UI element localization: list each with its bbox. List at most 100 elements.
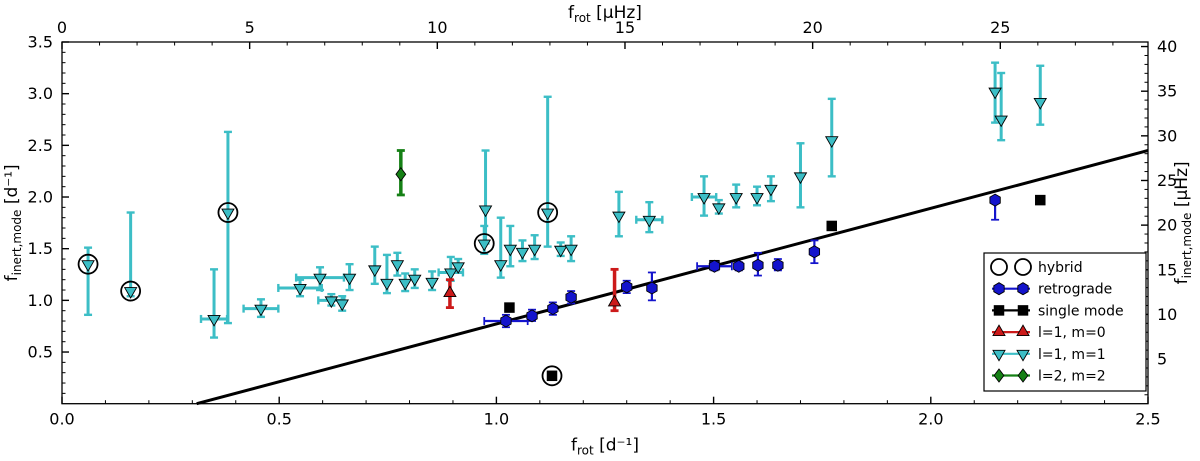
x-tick-label: 0.0 [49, 410, 74, 429]
legend-entry: l=1, m=0 [992, 324, 1106, 341]
x-tick-label: 2.0 [918, 410, 943, 429]
y-tick-label: 3.5 [28, 33, 53, 52]
legend-marker-icon [1016, 324, 1030, 337]
legend-marker-icon [992, 349, 1006, 362]
data-point [515, 247, 530, 260]
data-point [367, 265, 382, 278]
data-point [335, 299, 349, 312]
hybrid-circles [77, 202, 563, 387]
data-point [808, 245, 821, 259]
reference-line [196, 149, 1149, 406]
data-point [324, 296, 339, 309]
data-point [547, 302, 559, 316]
data-point [729, 193, 743, 205]
hybrid-circle [473, 233, 495, 254]
data-point [407, 274, 422, 287]
right-tick-label: 30 [1157, 126, 1177, 145]
right-axis-title: finert,mode [μHz] [1172, 161, 1194, 284]
data-point [553, 245, 568, 258]
x-tick-label: 0.5 [266, 410, 291, 429]
legend-marker-icon [1014, 258, 1032, 276]
data-point [503, 244, 518, 257]
data-point [621, 280, 633, 294]
legend-marker-icon [992, 324, 1006, 337]
y-tick-label: 2.5 [28, 136, 53, 155]
data-point [565, 290, 577, 304]
legend-marker-icon [1016, 349, 1030, 362]
data-point [451, 262, 465, 275]
legend-marker-icon [993, 368, 1005, 383]
data-point [493, 260, 508, 272]
series-l-1-m-1 [81, 61, 1048, 339]
data-point [1033, 98, 1048, 110]
data-point [526, 309, 538, 323]
y-tick-label: 1.0 [28, 291, 53, 310]
data-point [988, 87, 1002, 100]
legend-label: l=2, m=2 [1038, 369, 1106, 385]
data-point [989, 193, 1001, 207]
legend-label: l=1, m=0 [1038, 325, 1106, 341]
data-point [540, 208, 555, 221]
y-tick-label: 3.0 [28, 84, 53, 103]
hybrid-circle [217, 202, 239, 223]
data-point [477, 239, 492, 252]
series-retrograde [483, 193, 1001, 329]
data-point [607, 294, 622, 307]
y-axis-title: finert,mode [d⁻¹] [2, 164, 24, 281]
top-axis-title: frot [μHz] [568, 3, 642, 25]
data-point [81, 260, 95, 272]
data-point [826, 220, 838, 232]
data-point [708, 259, 721, 273]
data-point [1035, 194, 1046, 206]
data-point [443, 285, 457, 298]
y-tick-label: 2.0 [28, 188, 53, 207]
data-point [380, 278, 394, 291]
data-point [425, 277, 439, 290]
data-point [500, 314, 512, 328]
legend-box [983, 252, 1147, 392]
data-point [123, 287, 138, 299]
series-l-1-m-0 [443, 267, 622, 313]
data-point [612, 211, 626, 224]
data-point [752, 258, 764, 272]
x-axis-title: frot [d⁻¹] [571, 436, 639, 457]
top-tick-label: 25 [990, 18, 1010, 37]
legend-marker-icon [993, 305, 1005, 316]
data-point [824, 136, 839, 148]
hybrid-circle [120, 280, 142, 302]
data-point [546, 370, 558, 382]
data-point [395, 167, 407, 182]
data-point [764, 184, 778, 197]
data-point [793, 172, 808, 185]
legend-marker-icon [1017, 368, 1029, 383]
data-point [504, 302, 515, 313]
data-point [254, 304, 268, 317]
legend-marker-icon [993, 282, 1005, 296]
top-tick-label: 0 [57, 18, 67, 37]
legend-entry: l=1, m=1 [992, 347, 1106, 363]
top-tick-label: 20 [802, 18, 822, 37]
legend-entry: single mode [992, 303, 1124, 319]
right-tick-label: 35 [1157, 82, 1177, 101]
legend-entry: hybrid [990, 258, 1083, 276]
right-tick-label: 10 [1157, 305, 1177, 324]
data-point [994, 115, 1008, 128]
data-point [750, 193, 764, 205]
legend-entry: retrograde [992, 282, 1112, 298]
legend-label: hybrid [1038, 260, 1083, 276]
legend-marker-icon [1017, 282, 1029, 296]
data-point [646, 281, 658, 295]
data-point [390, 260, 405, 272]
hybrid-circle [537, 202, 559, 223]
top-tick-label: 15 [615, 18, 635, 37]
axes-ticks: 0.0 0.5 1.0 1.5 2.0 2.5 0 5 10 15 20 25 0.5 1.0 1.5 2.0… [28, 18, 1178, 429]
data-point [733, 259, 745, 273]
data-point [772, 258, 784, 272]
data-point [478, 205, 493, 218]
legend-label: single mode [1038, 303, 1124, 319]
right-tick-label: 15 [1157, 260, 1177, 279]
x-tick-label: 1.5 [701, 410, 726, 429]
top-tick-label: 10 [427, 18, 447, 37]
